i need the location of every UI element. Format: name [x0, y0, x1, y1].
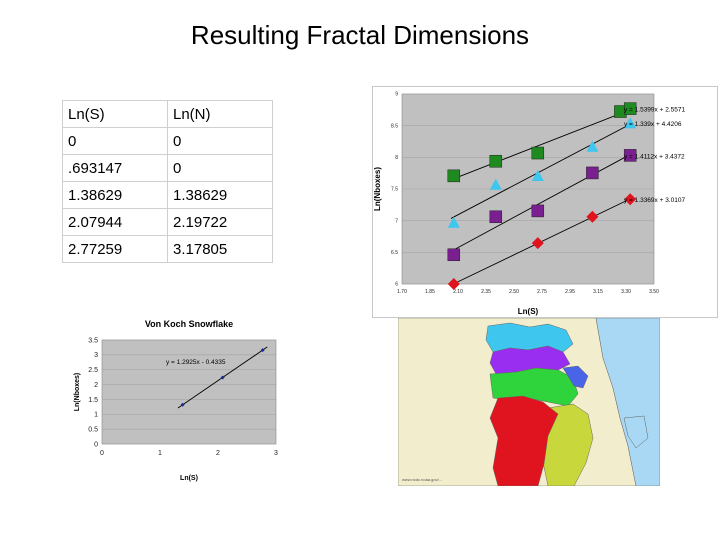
koch-snowflake-chart: 0 0.5 1 1.5 2 2.5 3 3.5 0 1 2 3 Ln(S) Ln(Nboxes) Von K… — [70, 312, 310, 484]
table-cell: 1.38629 — [167, 181, 273, 209]
x-tick-label: 1.85 — [425, 289, 435, 295]
data-point — [531, 169, 544, 181]
data-point — [623, 149, 637, 162]
x-tick-label: 2.50 — [509, 289, 519, 295]
data-point — [489, 154, 503, 168]
chart-border — [372, 86, 718, 318]
series-group: y = 1.4112x + 3.4372 — [447, 149, 685, 262]
y-tick-label: 1.5 — [88, 397, 98, 404]
x-tick-label: 1.70 — [397, 289, 407, 295]
table-row: 2.07944 2.19722 — [62, 208, 273, 236]
y-tick-label: 7 — [395, 218, 398, 224]
x-tick-label: 3.30 — [621, 289, 631, 295]
x-tick-label: 2.95 — [565, 289, 575, 295]
trendline-equation: y = 1.5399x + 2.5571 — [624, 107, 685, 114]
x-tick-label: 3.50 — [649, 289, 659, 295]
data-point — [447, 248, 461, 262]
table-cell: .693147 — [62, 154, 168, 182]
map-region-red — [489, 395, 559, 486]
table-row: 2.77259 3.17805 — [62, 235, 273, 263]
data-point — [531, 146, 545, 160]
y-tick-label: 0.5 — [88, 426, 98, 433]
table-cell: 0 — [167, 127, 273, 155]
y-tick-label: 7.5 — [391, 187, 398, 193]
map-region-purple — [489, 345, 571, 375]
data-point — [623, 102, 637, 115]
y-tick-label: 8 — [395, 155, 398, 161]
trendline — [450, 152, 634, 252]
y-tick-label: 3.5 — [88, 337, 98, 344]
data-point — [531, 204, 545, 218]
table-cell: 0 — [62, 127, 168, 155]
series-group: y = 1.2925x - 0.4335 — [166, 346, 268, 409]
y-tick-label: 2.5 — [88, 367, 98, 374]
data-point — [260, 348, 265, 353]
map-region-blue — [562, 365, 589, 389]
y-axis-label: Ln(Nboxes) — [373, 167, 382, 211]
x-tick-label: 2.10 — [453, 289, 463, 295]
fractal-map: www.ncdc.noaa.gov/... — [398, 318, 660, 486]
trendline-equation: y = 1.339x + 4.4206 — [624, 121, 682, 128]
page-title: Resulting Fractal Dimensions — [190, 20, 530, 50]
y-axis-label: Ln(Nboxes) — [74, 373, 81, 412]
data-point — [586, 210, 599, 223]
data-point — [624, 117, 637, 129]
data-point — [447, 169, 461, 183]
table-row: 0 0 — [62, 127, 273, 155]
data-point — [586, 166, 599, 180]
x-tick-label: 1 — [158, 450, 162, 457]
x-tick-label: 2.35 — [481, 289, 491, 295]
x-axis-label: Ln(S) — [180, 475, 198, 482]
table-header-row: Ln(S) Ln(N) — [62, 100, 273, 128]
y-tick-label: 6 — [395, 282, 398, 288]
table-row: .693147 0 — [62, 154, 273, 182]
y-tick-label: 2 — [94, 382, 98, 389]
x-axis-label: Ln(S) — [518, 307, 539, 316]
y-tick-label: 0 — [94, 441, 98, 448]
data-point — [489, 178, 502, 190]
table-cell: 2.77259 — [62, 235, 168, 263]
data-point — [447, 216, 460, 228]
table-cell: 1.38629 — [62, 181, 168, 209]
table-cell: 2.07944 — [62, 208, 168, 236]
table-row: 1.38629 1.38629 — [62, 181, 273, 209]
y-tick-label: 1 — [94, 412, 98, 419]
y-tick-label: 3 — [94, 352, 98, 359]
x-tick-label: 2 — [216, 450, 220, 457]
map-caption: www.ncdc.noaa.gov/... — [402, 477, 442, 482]
map-water — [595, 318, 660, 486]
trendline — [450, 108, 634, 181]
trendline — [450, 122, 634, 219]
x-tick-label: 2.75 — [537, 289, 547, 295]
fractal-dimension-chart: 6 6.5 7 7.5 8 8.5 9 1.70 1.85 2.10 2.35 2.50 2.75 2.9… — [372, 86, 718, 318]
x-tick-label: 3.15 — [593, 289, 603, 295]
data-point — [180, 402, 185, 407]
data-point — [489, 210, 503, 224]
table-cell: 3.17805 — [167, 235, 273, 263]
table-cell: 0 — [167, 154, 273, 182]
trendline-equation: y = 1.3369x + 3.0107 — [624, 197, 685, 204]
x-tick-label: 0 — [100, 450, 104, 457]
data-point — [447, 278, 460, 290]
table-header-cell: Ln(N) — [167, 100, 273, 128]
trendline-equation: y = 1.4112x + 3.4372 — [624, 153, 685, 160]
map-lake-patch — [623, 415, 649, 449]
y-tick-label: 6.5 — [391, 250, 398, 256]
series-group: y = 1.5399x + 2.5571 — [447, 102, 685, 183]
series-group: y = 1.3369x + 3.0107 — [447, 193, 685, 290]
chart-title: Von Koch Snowflake — [145, 319, 233, 329]
x-tick-label: 3 — [274, 450, 278, 457]
y-tick-label: 8.5 — [391, 123, 398, 129]
data-point — [586, 140, 599, 152]
data-table: Ln(S) Ln(N) 0 0 .693147 0 1.38629 1.3862… — [62, 100, 273, 263]
table-cell: 2.19722 — [167, 208, 273, 236]
data-point — [531, 237, 544, 250]
trendline-equation: y = 1.2925x - 0.4335 — [166, 359, 226, 366]
plot-area — [101, 339, 277, 445]
data-point — [624, 193, 637, 206]
table-header-cell: Ln(S) — [62, 100, 168, 128]
series-group: y = 1.339x + 4.4206 — [447, 117, 682, 228]
data-point — [220, 375, 225, 380]
y-tick-label: 9 — [395, 92, 398, 98]
